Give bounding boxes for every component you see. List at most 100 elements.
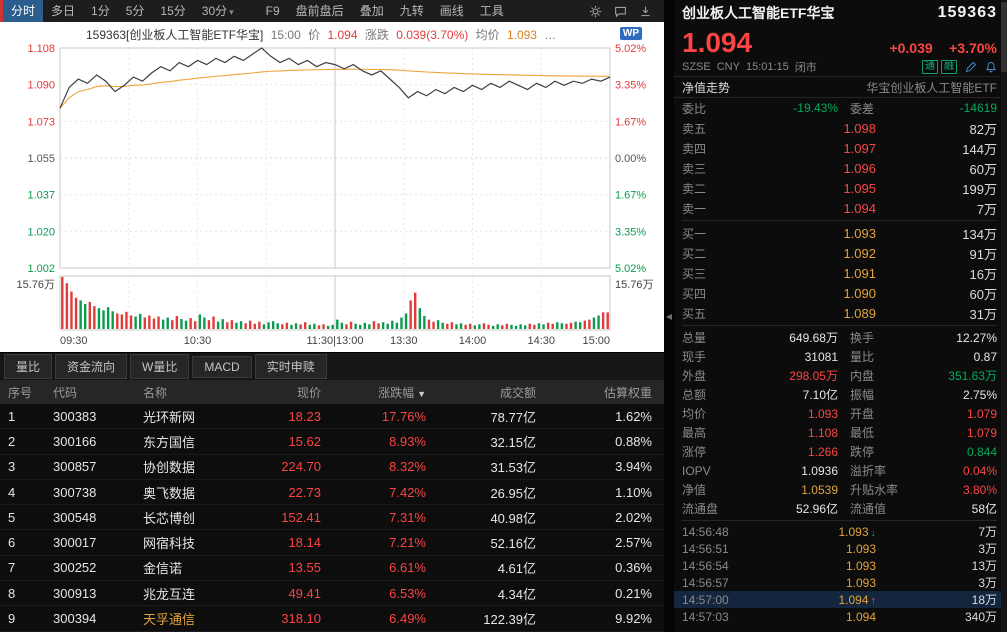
nav-trend-row[interactable]: 净值走势 华宝创业板人工智能ETF — [674, 76, 1007, 98]
ask-level[interactable]: 卖四 1.097 144万 — [674, 138, 1007, 158]
weibi-row: 委比 -19.43% 委差 -14619 — [674, 98, 1007, 118]
col-header-4[interactable]: 涨跌幅 ▼ — [378, 385, 426, 400]
stat-label: 溢折率 — [850, 464, 887, 478]
col-header-6[interactable]: 估算权重 — [603, 385, 652, 400]
gear-icon[interactable] — [589, 5, 602, 18]
intraday-chart[interactable]: 159363[创业板人工智能ETF华宝] 15:00 价 1.094 涨跌 0.… — [0, 22, 664, 352]
chart-header: 159363[创业板人工智能ETF华宝] 15:00 价 1.094 涨跌 0.… — [86, 26, 560, 43]
cell-price: 224.70 — [281, 459, 321, 475]
table-row[interactable]: 6 300017 网宿科技 18.14 7.21% 52.16亿 2.57% — [0, 530, 664, 556]
toolbar-action-pre-post-market[interactable]: 盘前盘后 — [295, 4, 344, 18]
table-row[interactable]: 7 300252 金信诺 13.55 6.61% 4.61亿 0.36% — [0, 555, 664, 582]
download-icon[interactable] — [639, 5, 652, 18]
tick-volume: 3万 — [978, 542, 997, 556]
bid-level-label: 买五 — [682, 306, 707, 321]
tick-price-cell: 1.093 — [746, 542, 876, 556]
stat-label: 内盘 — [850, 369, 875, 383]
toolbar-tab-30min[interactable]: 30分 ▾ — [201, 3, 234, 18]
table-row[interactable]: 4 300738 奥飞数据 22.73 7.42% 26.95亿 1.10% — [0, 479, 664, 506]
subtab-realtime-subscription[interactable]: 实时申赎 — [254, 354, 327, 379]
stat-value: 1.0539 — [801, 482, 838, 497]
col-header-0[interactable]: 序号 — [8, 385, 33, 400]
table-row[interactable]: 2 300166 东方国信 15.62 8.93% 32.15亿 0.88% — [0, 429, 664, 455]
col-header-5[interactable]: 成交额 — [499, 385, 536, 400]
toolbar-action-f9[interactable]: F9 — [265, 4, 280, 18]
ask-level[interactable]: 卖二 1.095 199万 — [674, 178, 1007, 198]
chart-more-ellipsis[interactable]: … — [544, 28, 557, 42]
constituents-table: 1 300383 光环新网 18.23 17.76% 78.77亿 1.62% 2 300166… — [0, 404, 664, 632]
table-row[interactable]: 3 300857 协创数据 224.70 8.32% 31.53亿 3.94% — [0, 454, 664, 480]
toolbar-tab-timeshare[interactable]: 分时 — [3, 0, 44, 22]
toolbar-tab-1min[interactable]: 1分 — [91, 4, 110, 18]
ask-level[interactable]: 卖三 1.096 60万 — [674, 158, 1007, 178]
cell-weight: 3.94% — [615, 459, 652, 475]
table-row[interactable]: 1 300383 光环新网 18.23 17.76% 78.77亿 1.62% — [0, 404, 664, 430]
volume-bar — [134, 316, 137, 329]
stat-value: 1.266 — [807, 444, 838, 459]
ask-level[interactable]: 卖一 1.094 7万 — [674, 198, 1007, 218]
table-row[interactable]: 5 300548 长芯博创 152.41 7.31% 40.98亿 2.02% — [0, 505, 664, 531]
stat-label: 量比 — [850, 350, 875, 364]
volume-bar — [505, 323, 509, 329]
volume-bar — [331, 324, 334, 329]
subtab-macd[interactable]: MACD — [192, 355, 252, 378]
cell-index: 1 — [8, 408, 16, 424]
subtab-w-volume-ratio[interactable]: W量比 — [130, 354, 190, 379]
x-axis-label: 14:00 — [459, 335, 487, 347]
bid-level[interactable]: 买三 1.091 16万 — [674, 263, 1007, 283]
y-axis-label-left: 1.020 — [27, 226, 55, 238]
col-header-2[interactable]: 名称 — [143, 385, 168, 400]
stat-label: 流通盘 — [682, 502, 719, 516]
chat-icon[interactable] — [614, 5, 627, 18]
toolbar-action-draw-line[interactable]: 画线 — [439, 4, 464, 18]
table-row[interactable]: 8 300913 兆龙互连 49.41 6.53% 4.34亿 0.21% — [0, 581, 664, 607]
ask-level-price: 1.097 — [843, 140, 876, 156]
stat-label: 跌停 — [850, 445, 875, 459]
volume-bar — [404, 313, 408, 329]
volume-bar — [579, 322, 582, 329]
timeshare-plot[interactable]: 1.108 1.090 1.073 1.055 1.037 1.020 1.002 5.02%… — [0, 22, 664, 352]
bid-level[interactable]: 买一 1.093 134万 — [674, 223, 1007, 243]
cell-price: 18.23 — [288, 408, 321, 424]
cell-price: 22.73 — [288, 484, 321, 500]
volume-bar — [180, 319, 183, 329]
volume-bar — [491, 325, 495, 329]
tick-volume: 7万 — [978, 525, 997, 539]
bid-level[interactable]: 买四 1.090 60万 — [674, 283, 1007, 303]
volume-bar — [304, 322, 307, 329]
volume-bar — [459, 323, 463, 329]
stat-label: 流通值 — [850, 502, 887, 516]
tick-price: 1.094 — [838, 592, 869, 607]
volume-bar — [253, 323, 256, 329]
ask-level[interactable]: 卖五 1.098 82万 — [674, 118, 1007, 138]
table-row[interactable]: 9 300394 天孚通信 318.10 6.49% 122.39亿 9.92% — [0, 606, 664, 632]
toolbar-action-overlay[interactable]: 叠加 — [359, 4, 384, 18]
ask-level-volume: 144万 — [962, 141, 997, 157]
stat-value: 1.0936 — [801, 463, 838, 478]
cell-turnover: 31.53亿 — [490, 460, 536, 476]
toolbar-tab-multi-day[interactable]: 多日 — [51, 4, 76, 18]
panel-collapse-handle[interactable]: ◀ — [664, 0, 674, 632]
toolbar-action-tools[interactable]: 工具 — [479, 4, 504, 18]
volume-bar — [262, 324, 266, 329]
tick-time: 14:57:00 — [682, 592, 729, 607]
cell-change-pct: 7.31% — [389, 509, 426, 525]
volume-bar — [294, 323, 298, 329]
cell-price: 49.41 — [288, 585, 321, 601]
edit-icon[interactable] — [965, 61, 977, 73]
bid-level[interactable]: 买二 1.092 91万 — [674, 243, 1007, 263]
subtab-volume-ratio[interactable]: 量比 — [4, 354, 53, 379]
alert-icon[interactable] — [985, 61, 997, 73]
bid-level[interactable]: 买五 1.089 31万 — [674, 303, 1007, 323]
volume-bar — [79, 300, 82, 329]
toolbar-tab-5min[interactable]: 5分 — [125, 4, 145, 18]
toolbar-action-nine-turn[interactable]: 九转 — [399, 4, 424, 18]
scrollbar-thumb[interactable] — [1001, 2, 1007, 72]
toolbar-tab-15min[interactable]: 15分 — [160, 4, 186, 18]
col-header-1[interactable]: 代码 — [53, 385, 78, 400]
volume-bar — [487, 324, 490, 329]
col-header-3[interactable]: 现价 — [296, 385, 321, 400]
volume-bar — [244, 323, 247, 329]
subtab-fund-flow[interactable]: 资金流向 — [55, 354, 128, 379]
panel-scrollbar[interactable] — [1001, 0, 1007, 632]
